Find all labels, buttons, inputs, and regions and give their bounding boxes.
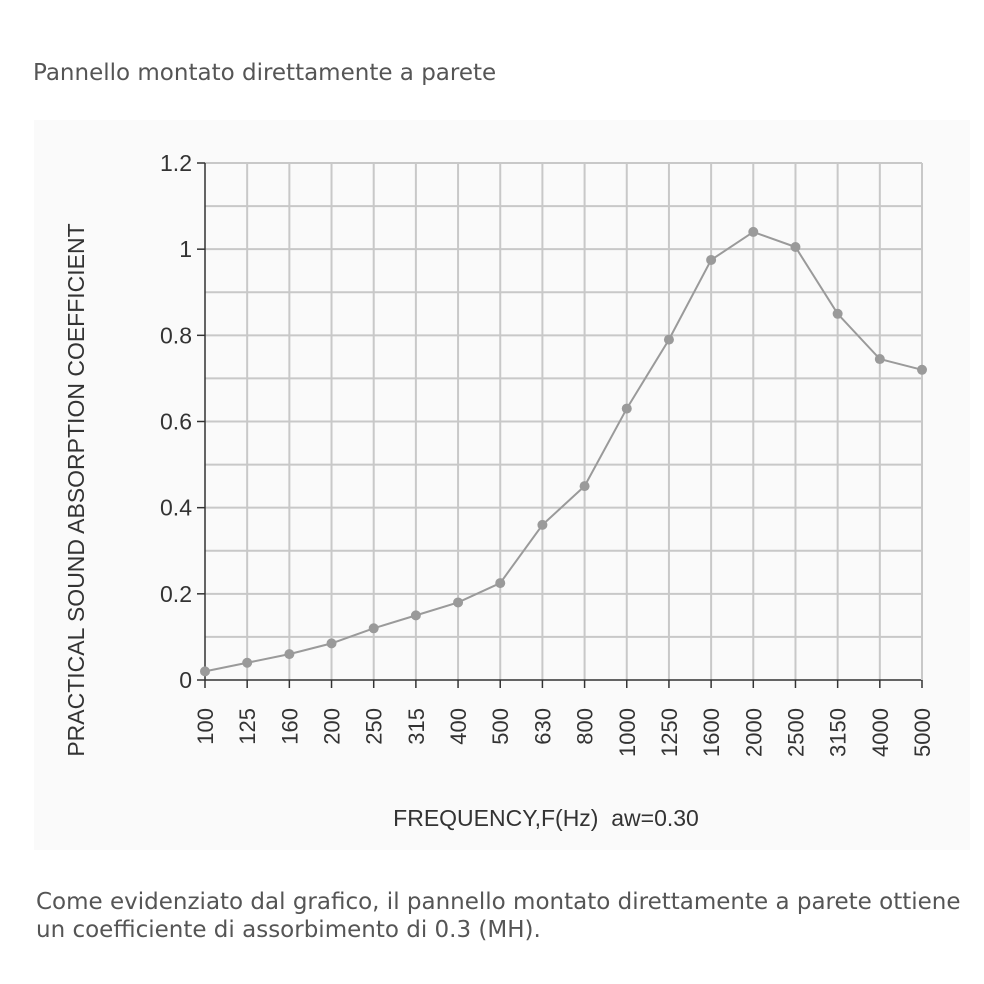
x-tick-label: 125 [235,708,260,745]
y-tick-label: 0.4 [160,495,192,521]
x-tick-label: 2500 [783,708,808,757]
y-tick-label: 0.8 [160,322,192,348]
y-tick-label: 1.2 [160,150,192,176]
y-tick-label: 0.6 [160,409,192,435]
x-tick-label: 160 [277,708,302,745]
x-tick-label: 3150 [826,708,851,757]
x-tick-label: 100 [193,708,218,745]
top-caption: Pannello montato direttamente a parete [33,60,497,86]
data-point [621,403,632,414]
data-point [748,226,759,237]
x-tick-label: 250 [362,708,387,745]
data-point [706,254,717,265]
x-tick-label: 5000 [910,708,935,757]
bottom-caption: Come evidenziato dal grafico, il pannell… [36,889,961,943]
x-tick-label: 1600 [699,708,724,757]
x-tick-label: 800 [573,708,598,745]
series-points [200,226,927,677]
x-tick-label: 200 [320,708,345,745]
data-point [579,481,590,492]
x-tick-labels: 100 125 160 200 250 315 400 500 630 800 1000 1250 16… [193,680,935,757]
data-point [537,519,548,530]
x-axis-label: FREQUENCY,F(Hz) aw=0.30 [393,805,699,831]
data-point [410,610,421,621]
data-point [284,649,295,660]
x-tick-label: 1000 [615,708,640,757]
data-point [242,657,253,668]
y-tick-label: 0 [179,667,192,693]
data-point [663,334,674,345]
chart-panel [34,120,970,850]
chart-grid [205,162,923,680]
data-point [832,308,843,319]
x-tick-label: 4000 [868,708,893,757]
series-line [204,230,923,673]
data-point [790,242,801,253]
y-axis-label: PRACTICAL SOUND ABSORPTION COEFFICIENT [63,223,89,756]
data-point [495,578,506,589]
data-point [368,623,379,634]
data-point [200,666,210,677]
data-point [874,354,885,365]
data-point [453,597,464,608]
x-tick-label: 2000 [741,708,766,757]
data-point [917,364,927,375]
x-tick-label: 630 [530,708,555,745]
x-tick-label: 400 [446,708,471,745]
y-tick-label: 0.2 [160,581,192,607]
x-tick-label: 1250 [657,708,682,757]
x-tick-label: 500 [488,708,513,745]
y-tick-label: 1 [179,236,192,262]
x-tick-label: 315 [404,708,429,745]
y-tick-labels: 0 0.2 0.4 0.6 0.8 1 1.2 [160,150,205,693]
data-point [326,638,337,649]
